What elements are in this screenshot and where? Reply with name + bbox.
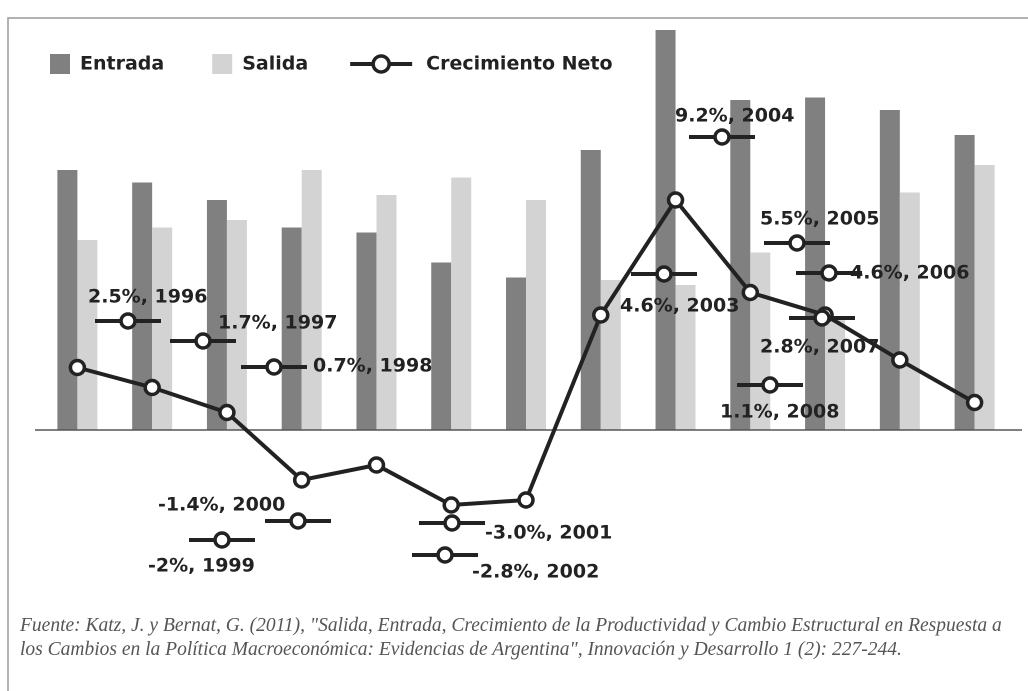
frame [7,17,1028,691]
line-point [741,283,760,302]
label-marker [119,312,137,330]
line-point [666,191,685,209]
bar [226,220,247,430]
bar [954,135,975,430]
value-label: 0.7%, 1998 [313,355,432,377]
line-point [891,351,909,369]
line-point [218,403,236,422]
bar [132,182,153,430]
line-point [292,471,311,489]
value-label: 2.5%, 1996 [88,286,207,308]
value-label: -1.4%, 2000 [158,494,285,516]
bar [301,170,322,430]
value-label: 5.5%, 2005 [760,208,879,230]
line-point [68,358,87,377]
bar [206,200,227,430]
label-marker [713,128,731,146]
label-marker [655,265,673,283]
bar [451,177,472,430]
bar [152,227,173,430]
legend-label: Entrada [80,53,164,75]
label-marker [213,531,231,549]
bar [675,285,696,430]
line-point [517,491,535,509]
line-point [143,378,161,397]
legend-label: Salida [242,53,308,75]
value-label: 9.2%, 2004 [675,105,794,127]
value-label: 4.6%, 2006 [850,262,969,284]
label-marker [436,546,454,564]
label-marker [761,376,779,394]
bar [57,170,78,430]
label-marker [265,358,283,376]
value-label: 4.6%, 2003 [620,295,739,317]
label-marker [788,234,806,252]
bar [356,232,377,430]
bar [974,165,995,430]
line-point [965,393,984,412]
label-marker [813,309,831,327]
label-marker [820,264,838,282]
bar [526,200,546,430]
bar [655,30,676,430]
value-label: -2%, 1999 [148,555,255,577]
label-marker [289,512,307,530]
bar [431,262,452,430]
line-point [367,456,386,474]
bar [899,192,920,430]
line-point [592,306,610,324]
bar [730,100,751,430]
legend-swatch [371,54,391,74]
legend-swatch [212,54,233,74]
value-label: 2.8%, 2007 [760,336,879,358]
label-marker [443,514,461,532]
bar [825,317,846,430]
value-label: -3.0%, 2001 [485,522,612,544]
value-label: 1.7%, 1997 [218,312,337,334]
bar [281,227,302,430]
legend-swatch [50,54,70,74]
bar [77,240,98,430]
bar [580,150,601,430]
bar [376,195,397,430]
bar [506,277,526,430]
line-point [442,496,460,514]
value-label: 1.1%, 2008 [720,401,839,423]
bar [805,97,826,430]
label-marker [194,332,212,350]
source-note: Fuente: Katz, J. y Bernat, G. (2011), "S… [20,615,1002,660]
value-label: -2.8%, 2002 [472,561,599,583]
legend-label: Crecimiento Neto [426,53,612,75]
